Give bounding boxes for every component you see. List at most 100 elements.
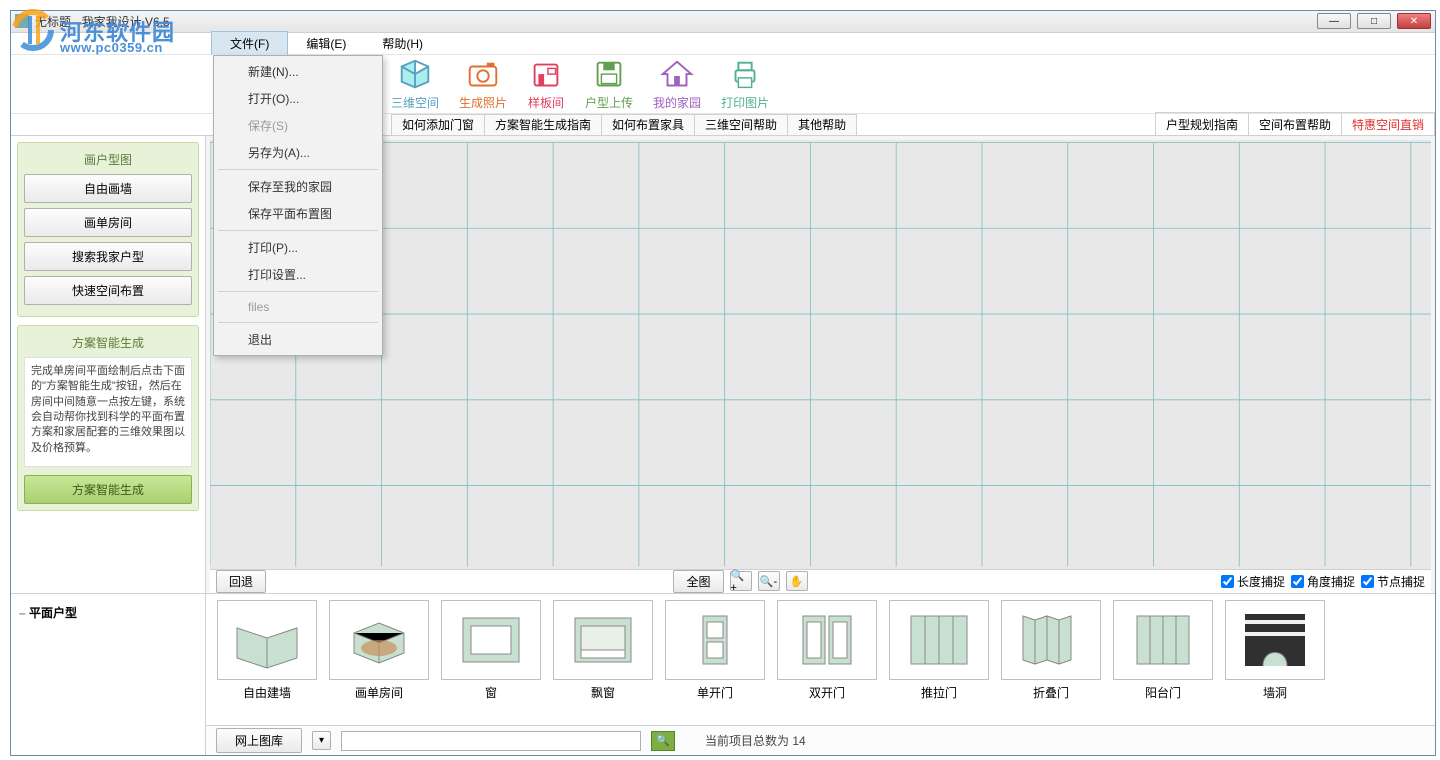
sidebar: 画户型图 自由画墙画单房间搜索我家户型快速空间布置 方案智能生成 完成单房间平面… xyxy=(11,136,206,593)
shelf-item-wall-free[interactable]: 自由建墙 xyxy=(216,600,318,719)
component-shelf: 平面户型 自由建墙画单房间 窗 飘窗单开门 双开门 推拉门 折叠门阳台门 墙洞 网上图库 ▾… xyxy=(11,593,1435,755)
library-search-go-button[interactable]: 🔍 xyxy=(651,731,675,751)
library-search-input[interactable] xyxy=(341,731,641,751)
toolbar-cube[interactable]: 三维空间 xyxy=(391,57,439,111)
shelf-item-label: 墙洞 xyxy=(1263,684,1287,701)
help-link[interactable]: 户型规划指南 xyxy=(1155,112,1249,136)
toolbar-save[interactable]: 户型上传 xyxy=(585,57,633,111)
shelf-item-label: 阳台门 xyxy=(1145,684,1181,701)
help-tab[interactable]: 如何添加门窗 xyxy=(391,114,485,135)
shelf-item-door-balcony[interactable]: 阳台门 xyxy=(1112,600,1214,719)
snap-toggle[interactable]: 长度捕捉 xyxy=(1221,573,1285,590)
shelf-item-wall-hole[interactable]: 墙洞 xyxy=(1224,600,1326,719)
shelf-item-door-slide[interactable]: 推拉门 xyxy=(888,600,990,719)
room-box-thumb xyxy=(329,600,429,680)
cube-icon xyxy=(396,57,434,91)
menubar: 文件(F)编辑(E)帮助(H) xyxy=(11,33,1435,55)
drawing-canvas[interactable] xyxy=(210,140,1431,569)
zoom-out-icon: 🔍- xyxy=(760,575,777,588)
shelf-item-door-1[interactable]: 单开门 xyxy=(664,600,766,719)
snap-toggle[interactable]: 节点捕捉 xyxy=(1361,573,1425,590)
toolbar-camera[interactable]: 生成照片 xyxy=(459,57,507,111)
sidebar-button[interactable]: 画单房间 xyxy=(24,208,192,237)
window-title: 无标题 - 我家我设计 V6.5 xyxy=(35,13,1317,30)
tree-item-plan[interactable]: 平面户型 xyxy=(19,602,197,623)
library-status-text: 当前项目总数为 14 xyxy=(705,732,806,749)
online-library-button[interactable]: 网上图库 xyxy=(216,728,302,753)
snap-checkbox[interactable] xyxy=(1221,575,1234,588)
shelf-item-door-fold[interactable]: 折叠门 xyxy=(1000,600,1102,719)
hand-icon: ✋ xyxy=(790,575,804,588)
window-buttons: — □ ✕ xyxy=(1317,13,1431,29)
snap-toggle[interactable]: 角度捕捉 xyxy=(1291,573,1355,590)
shelf-item-room-box[interactable]: 画单房间 xyxy=(328,600,430,719)
sidebar-button[interactable]: 搜索我家户型 xyxy=(24,242,192,271)
help-link[interactable]: 特惠空间直销 xyxy=(1341,112,1435,136)
sidebar-group-draw: 画户型图 自由画墙画单房间搜索我家户型快速空间布置 xyxy=(17,142,199,317)
minimize-button[interactable]: — xyxy=(1317,13,1351,29)
canvas-wrapper: 回退 全图 🔍+ 🔍- ✋ 长度捕捉 角度捕捉节点捕捉 xyxy=(206,136,1435,593)
shelf-category-tree: 平面户型 xyxy=(11,594,206,755)
fit-view-button[interactable]: 全图 xyxy=(673,570,723,593)
sidebar-button[interactable]: 快速空间布置 xyxy=(24,276,192,305)
shelf-items-panel: 自由建墙画单房间 窗 飘窗单开门 双开门 推拉门 折叠门阳台门 墙洞 网上图库 ▾ 🔍 当前… xyxy=(206,594,1435,755)
menu-help[interactable]: 帮助(H) xyxy=(364,32,441,55)
zoom-in-button[interactable]: 🔍+ xyxy=(730,571,752,591)
pan-button[interactable]: ✋ xyxy=(786,571,808,591)
menu-edit[interactable]: 编辑(E) xyxy=(288,32,364,55)
menu-file[interactable]: 文件(F) xyxy=(211,31,288,56)
door-1-thumb xyxy=(665,600,765,680)
close-button[interactable]: ✕ xyxy=(1397,13,1431,29)
zoom-in-icon: 🔍+ xyxy=(731,569,751,594)
shelf-items-row: 自由建墙画单房间 窗 飘窗单开门 双开门 推拉门 折叠门阳台门 墙洞 xyxy=(206,594,1435,725)
menu-item[interactable]: 保存平面布置图 xyxy=(216,200,380,227)
maximize-button[interactable]: □ xyxy=(1357,13,1391,29)
snap-checkbox[interactable] xyxy=(1361,575,1374,588)
library-dropdown-button[interactable]: ▾ xyxy=(312,731,331,750)
snap-checkbox[interactable] xyxy=(1291,575,1304,588)
sidebar-button[interactable]: 自由画墙 xyxy=(24,174,192,203)
menu-item[interactable]: 退出 xyxy=(216,326,380,353)
menu-item: files xyxy=(216,295,380,319)
menu-item[interactable]: 保存至我的家园 xyxy=(216,173,380,200)
undo-button[interactable]: 回退 xyxy=(216,570,266,593)
toolbar-label: 三维空间 xyxy=(391,94,439,111)
toolbar-label: 我的家园 xyxy=(653,94,701,111)
help-link[interactable]: 空间布置帮助 xyxy=(1248,112,1342,136)
menu-item[interactable]: 打印(P)... xyxy=(216,234,380,261)
shelf-item-door-2[interactable]: 双开门 xyxy=(776,600,878,719)
toolbar-printer[interactable]: 打印图片 xyxy=(721,57,769,111)
shelf-item-label: 双开门 xyxy=(809,684,845,701)
generate-smart-plan-button[interactable]: 方案智能生成 xyxy=(24,475,192,504)
search-icon: 🔍 xyxy=(656,734,670,747)
menu-item[interactable]: 另存为(A)... xyxy=(216,139,380,166)
shelf-item-window-1[interactable]: 窗 xyxy=(440,600,542,719)
shelf-item-label: 窗 xyxy=(485,684,497,701)
shelf-item-label: 推拉门 xyxy=(921,684,957,701)
zoom-out-button[interactable]: 🔍- xyxy=(758,571,780,591)
grid-svg xyxy=(210,140,1431,569)
window-1-thumb xyxy=(441,600,541,680)
toolbar-label: 户型上传 xyxy=(585,94,633,111)
help-tab[interactable]: 如何布置家具 xyxy=(601,114,695,135)
snap-label: 角度捕捉 xyxy=(1307,573,1355,590)
toolbar-room[interactable]: 样板间 xyxy=(527,57,565,111)
help-tab[interactable]: 方案智能生成指南 xyxy=(484,114,602,135)
menu-item[interactable]: 新建(N)... xyxy=(216,58,380,85)
toolbar-house[interactable]: 我的家园 xyxy=(653,57,701,111)
wall-hole-thumb xyxy=(1225,600,1325,680)
menu-item: 保存(S) xyxy=(216,112,380,139)
help-tab[interactable]: 三维空间帮助 xyxy=(694,114,788,135)
menu-item[interactable]: 打开(O)... xyxy=(216,85,380,112)
door-fold-thumb xyxy=(1001,600,1101,680)
menu-item[interactable]: 打印设置... xyxy=(216,261,380,288)
shelf-item-label: 画单房间 xyxy=(355,684,403,701)
sidebar-smart-description: 完成单房间平面绘制后点击下面的"方案智能生成"按钮，然后在房间中间随意一点按左键… xyxy=(24,357,192,467)
menu-separator xyxy=(218,322,378,323)
snap-label: 长度捕捉 xyxy=(1237,573,1285,590)
help-tab[interactable]: 其他帮助 xyxy=(787,114,857,135)
menu-separator xyxy=(218,291,378,292)
shelf-item-window-2[interactable]: 飘窗 xyxy=(552,600,654,719)
menu-separator xyxy=(218,169,378,170)
shelf-item-label: 单开门 xyxy=(697,684,733,701)
